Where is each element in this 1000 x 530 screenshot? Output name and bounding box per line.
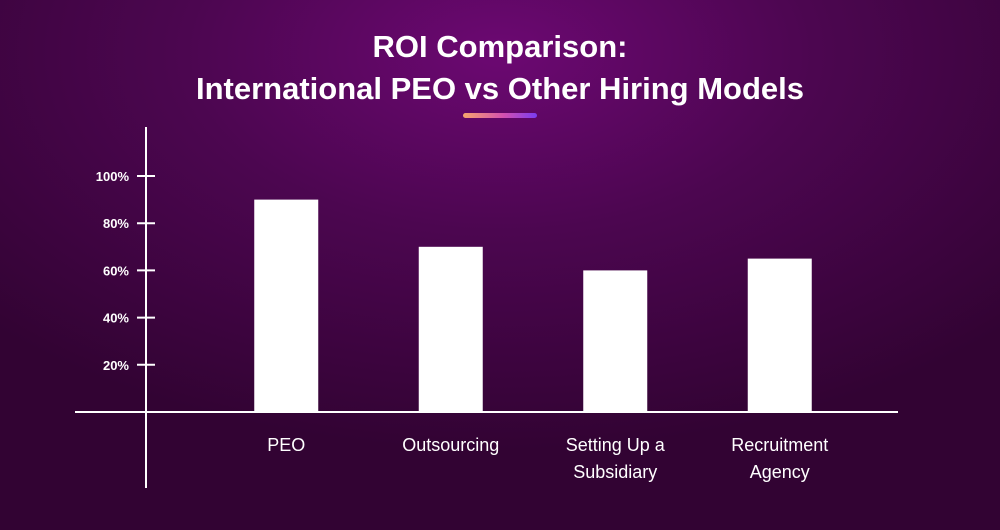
bar (583, 270, 648, 412)
x-category-label: Outsourcing (402, 435, 499, 455)
bars-group (254, 199, 812, 412)
y-tick-label: 20% (103, 358, 129, 373)
y-tick-label: 40% (103, 311, 129, 326)
x-category-label: Setting Up a Subsidiary (566, 435, 666, 482)
y-axis-ticks: 20% 40% 60% 80% 100% (96, 169, 155, 373)
title-accent-underline (463, 113, 537, 118)
x-category-label: Recruitment Agency (731, 435, 828, 482)
y-tick-label: 60% (103, 263, 129, 278)
chart-title-line-2: International PEO vs Other Hiring Models (195, 71, 805, 106)
bar (418, 246, 483, 412)
x-category-label: PEO (267, 435, 305, 455)
chart-title: ROI Comparison: International PEO vs Oth… (0, 26, 1000, 110)
chart-title-line-1: ROI Comparison: (372, 29, 628, 64)
bar (747, 258, 812, 412)
y-tick-label: 80% (103, 216, 129, 231)
y-tick-label: 100% (96, 169, 130, 184)
bar (254, 199, 319, 412)
x-axis-labels: PEO Outsourcing Setting Up a Subsidiary Recr… (267, 435, 828, 482)
